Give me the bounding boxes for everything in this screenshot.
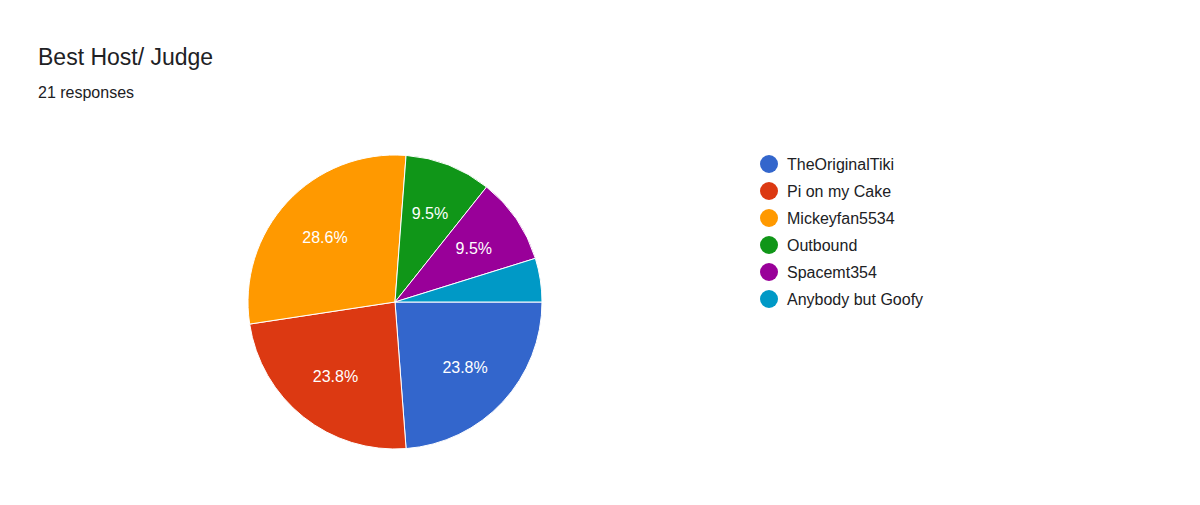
data-label: 9.5% (412, 205, 448, 222)
legend-swatch (760, 182, 778, 200)
legend-item: Spacemt354 (760, 263, 877, 281)
legend-label: Pi on my Cake (787, 183, 891, 200)
legend-item: Mickeyfan5534 (760, 209, 895, 227)
legend-item: Anybody but Goofy (760, 290, 923, 308)
chart: Best Host/ Judge 21 responses 23.8% 23.8% 28… (0, 0, 1200, 505)
data-label: 23.8% (442, 359, 487, 376)
legend-label: TheOriginalTiki (787, 156, 894, 173)
pie (248, 155, 542, 449)
data-labels: 23.8% 23.8% 28.6% 9.5% 9.5% (302, 205, 492, 386)
pie-slice (250, 302, 406, 449)
legend-label: Outbound (787, 237, 857, 254)
legend-item: Outbound (760, 236, 857, 254)
legend-swatch (760, 290, 778, 308)
data-label: 23.8% (313, 368, 358, 385)
pie-slice (248, 155, 406, 324)
legend-swatch (760, 155, 778, 173)
legend-label: Anybody but Goofy (787, 291, 923, 308)
data-label: 9.5% (456, 240, 492, 257)
pie-slice (395, 258, 542, 302)
legend-item: Pi on my Cake (760, 182, 891, 200)
subtitle: 21 responses (38, 84, 134, 101)
title: Best Host/ Judge (38, 44, 213, 70)
data-label: 28.6% (302, 229, 347, 246)
legend-swatch (760, 236, 778, 254)
pie-slice (395, 302, 542, 449)
legend-swatch (760, 209, 778, 227)
legend-swatch (760, 263, 778, 281)
legend-item: TheOriginalTiki (760, 155, 894, 173)
legend-label: Mickeyfan5534 (787, 210, 895, 227)
legend-label: Spacemt354 (787, 264, 877, 281)
legend: TheOriginalTiki Pi on my Cake Mickeyfan553… (760, 155, 923, 308)
